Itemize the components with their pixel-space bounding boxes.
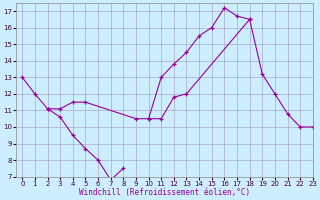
X-axis label: Windchill (Refroidissement éolien,°C): Windchill (Refroidissement éolien,°C) [79,188,250,197]
